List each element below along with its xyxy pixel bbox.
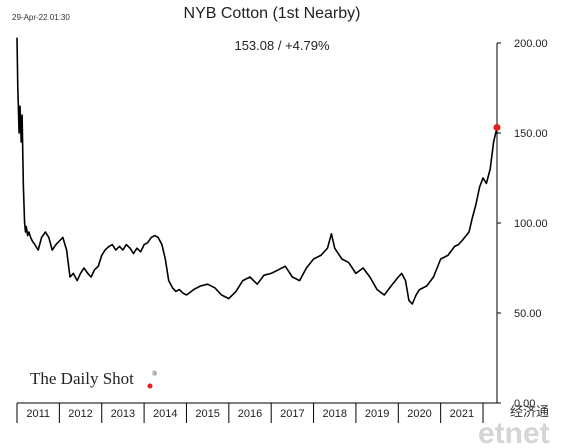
x-tick-label: 2016 (238, 408, 262, 420)
y-tick-label: 150.00 (514, 128, 548, 140)
chart-subtitle: 153.08 / +4.79% (234, 38, 329, 53)
y-axis: 200.00 150.00 100.00 50.00 0.00 (496, 38, 548, 410)
price-series-line (16, 37, 498, 305)
x-tick-label: 2018 (322, 408, 346, 420)
y-tick-label: 0.00 (514, 398, 535, 410)
logo-dot (147, 383, 153, 389)
timestamp: 29-Apr-22 01:30 (12, 13, 70, 22)
y-tick-label: 50.00 (514, 308, 542, 320)
daily-shot-logo: The Daily Shot ® (30, 369, 158, 389)
chart-title: NYB Cotton (1st Nearby) (184, 5, 361, 22)
x-tick-label: 2019 (365, 408, 389, 420)
last-value-marker (493, 123, 501, 131)
logo-registered-mark: ® (152, 370, 158, 378)
x-tick-label: 2012 (68, 408, 92, 420)
x-tick-label: 2011 (26, 408, 50, 420)
x-tick-label: 2013 (111, 408, 135, 420)
x-tick-label: 2021 (450, 408, 474, 420)
logo-text: The Daily Shot (30, 369, 134, 388)
y-tick-label: 100.00 (514, 218, 548, 230)
watermark-etnet: etnet (478, 417, 550, 448)
x-tick-label: 2014 (153, 408, 177, 420)
x-axis: 2011 2012 2013 2014 2015 2016 2017 2018 2019 2020… (16, 402, 497, 423)
plot-area (16, 37, 501, 305)
x-tick-label: 2020 (407, 408, 431, 420)
y-tick-label: 200.00 (514, 38, 548, 50)
x-tick-label: 2017 (280, 408, 304, 420)
x-tick-label: 2015 (195, 408, 219, 420)
watermark-cn: 经济通 (510, 405, 549, 420)
